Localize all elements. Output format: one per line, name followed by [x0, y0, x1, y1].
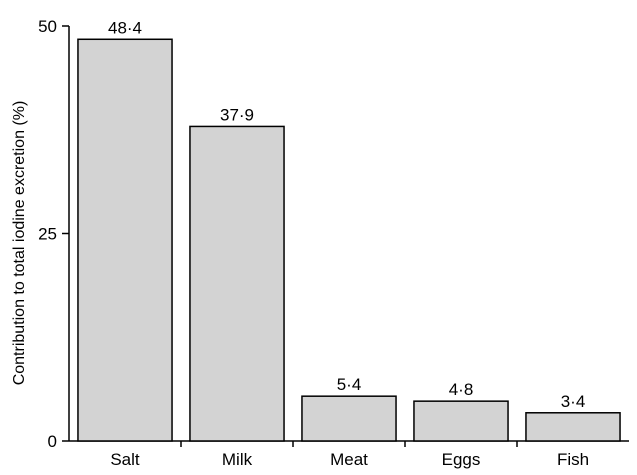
bar-milk: [189, 125, 285, 442]
x-tick-label-salt: Salt: [110, 450, 140, 469]
data-label-eggs: 4·8: [449, 380, 474, 399]
x-tick-label-milk: Milk: [222, 450, 253, 469]
y-tick-label-0: 0: [48, 432, 57, 451]
x-tick-label-fish: Fish: [557, 450, 589, 469]
bars: 48·4 37·9 5·4 4·8 3·4: [77, 18, 621, 442]
data-label-milk: 37·9: [220, 105, 254, 124]
bar-meat: [301, 395, 397, 442]
bar-fish: [525, 412, 621, 442]
bar-salt: [77, 38, 173, 442]
data-label-fish: 3·4: [561, 392, 586, 411]
x-tick-label-eggs: Eggs: [442, 450, 481, 469]
bar-eggs: [413, 400, 509, 442]
y-tick-label-50: 50: [38, 17, 57, 36]
y-tick-label-25: 25: [38, 225, 57, 244]
data-label-meat: 5·4: [337, 375, 362, 394]
x-tick-label-meat: Meat: [330, 450, 368, 469]
y-axis-label: Contribution to total iodine excretion (…: [11, 101, 28, 386]
data-label-salt: 48·4: [108, 18, 142, 37]
